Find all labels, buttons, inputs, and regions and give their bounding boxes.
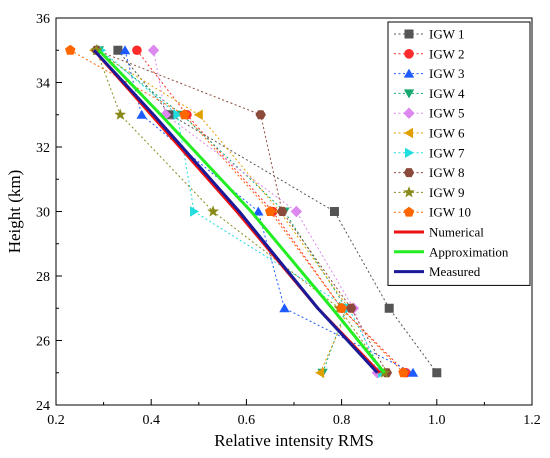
legend-label: IGW 1 — [429, 27, 465, 42]
axes: 0.2 0.4 0.6 0.8 1.0 1.2 24 26 28 30 32 34 36 — [36, 12, 541, 428]
data-point-igw-3 — [119, 45, 131, 55]
legend-marker — [404, 29, 414, 39]
legend-label: IGW 9 — [429, 185, 465, 200]
legend-label: IGW 7 — [429, 145, 465, 160]
legend-item-igw-5: IGW 5 — [394, 106, 465, 121]
data-point-igw-3 — [279, 303, 290, 313]
legend-item-igw-1: IGW 1 — [394, 27, 465, 42]
data-point-igw-10 — [398, 367, 409, 378]
legend-item-igw-3: IGW 3 — [394, 66, 465, 81]
legend-label: IGW 10 — [429, 205, 471, 220]
data-point-igw-8 — [345, 303, 357, 313]
x-tick-label: 0.2 — [47, 413, 65, 428]
data-point-igw-2 — [132, 45, 142, 56]
data-point-igw-9 — [90, 44, 103, 56]
series-line-igw-1 — [117, 49, 438, 374]
data-point-igw-3 — [253, 206, 264, 216]
data-point-igw-1 — [113, 45, 123, 55]
legend-marker — [403, 168, 415, 178]
legend-item-approximation: Approximation — [394, 244, 509, 259]
data-point-igw-5 — [290, 205, 303, 218]
data-point-igw-6 — [193, 109, 203, 120]
legend-item-igw-10: IGW 10 — [394, 205, 471, 220]
y-tick-label: 28 — [36, 270, 50, 285]
legend-label: IGW 4 — [429, 86, 465, 101]
legend-item-igw-6: IGW 6 — [394, 126, 465, 141]
legend-label: IGW 3 — [429, 66, 465, 81]
x-axis-label: Relative intensity RMS — [214, 431, 374, 450]
y-tick-label: 30 — [36, 206, 50, 221]
legend-label: IGW 2 — [429, 46, 465, 61]
legend-marker — [403, 186, 415, 198]
legend: IGW 1 IGW 2 IGW 3 IGW 4 IGW 5 IGW 6 IGW 7 IGW 8… — [387, 21, 531, 286]
y-tick-label: 36 — [36, 12, 50, 27]
series-measured — [92, 49, 379, 374]
data-point-igw-10 — [65, 44, 76, 55]
legend-item-measured: Measured — [394, 264, 481, 279]
x-tick-label: 0.6 — [238, 413, 256, 428]
legend-marker — [403, 206, 415, 217]
data-point-igw-8 — [255, 110, 266, 120]
data-point-igw-10 — [179, 109, 190, 120]
legend-item-igw-8: IGW 8 — [394, 165, 465, 180]
data-point-igw-1 — [384, 303, 394, 313]
y-tick-label: 26 — [36, 335, 50, 350]
x-tick-label: 0.4 — [142, 413, 160, 428]
legend-label: IGW 5 — [429, 106, 465, 121]
legend-item-igw-9: IGW 9 — [394, 185, 465, 200]
series-igw-6 — [89, 45, 353, 378]
data-point-igw-10 — [264, 206, 276, 216]
series-line-igw-10 — [70, 49, 404, 374]
legend-marker — [404, 49, 414, 59]
legend-label: Measured — [429, 264, 481, 279]
y-axis-label: Height (km) — [5, 170, 24, 254]
legend-item-igw-7: IGW 7 — [394, 145, 465, 160]
legend-marker — [403, 89, 415, 99]
series-line-measured — [92, 49, 379, 374]
data-point-igw-3 — [136, 109, 147, 119]
x-tick-label: 0.8 — [333, 413, 351, 428]
data-point-igw-3 — [407, 367, 419, 377]
legend-item-numerical: Numerical — [394, 225, 484, 240]
series-line-igw-6 — [93, 49, 350, 373]
legend-label: IGW 6 — [429, 126, 465, 141]
series-line-approximation — [97, 49, 386, 374]
x-tick-label: 1.0 — [428, 413, 446, 428]
data-point-igw-8 — [276, 207, 288, 216]
data-point-igw-1 — [329, 207, 339, 216]
series-line-igw-3 — [124, 50, 414, 374]
legend-marker — [404, 127, 413, 139]
legend-item-igw-2: IGW 2 — [394, 46, 465, 61]
y-tick-label: 24 — [36, 399, 50, 414]
series-approximation — [97, 49, 386, 374]
legend-item-igw-4: IGW 4 — [394, 86, 465, 101]
series-igw-10 — [65, 44, 409, 378]
series-igw-4 — [93, 46, 352, 378]
data-point-igw-9 — [114, 108, 127, 120]
legend-label: Numerical — [429, 225, 484, 240]
data-point-igw-7 — [173, 109, 183, 120]
legend-label: Approximation — [429, 244, 509, 259]
y-tick-label: 32 — [36, 141, 50, 156]
data-point-igw-6 — [315, 367, 325, 378]
x-tick-label: 1.2 — [523, 413, 541, 428]
data-point-igw-7 — [190, 206, 200, 217]
data-point-igw-10 — [336, 302, 347, 313]
data-point-igw-9 — [207, 205, 219, 217]
legend-marker — [403, 107, 415, 119]
plot-area — [65, 44, 442, 379]
y-tick-label: 34 — [36, 77, 50, 92]
legend-label: IGW 8 — [429, 165, 465, 180]
data-point-igw-1 — [432, 368, 442, 378]
series-igw-3 — [119, 45, 419, 377]
data-point-igw-5 — [147, 44, 160, 56]
legend-marker — [405, 147, 414, 158]
legend-marker — [403, 68, 415, 78]
